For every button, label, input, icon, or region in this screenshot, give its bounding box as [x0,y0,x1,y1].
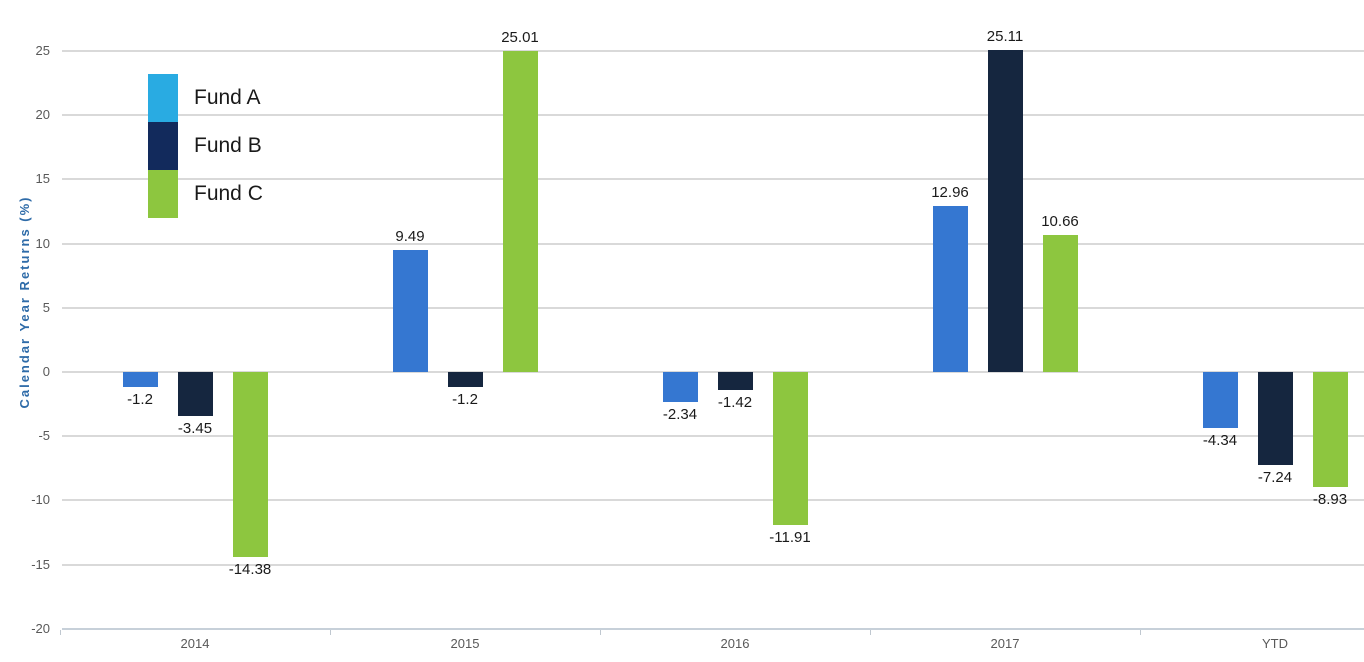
x-axis-label-2015: 2015 [450,635,480,651]
value-label-fund-c-2014: -14.38 [228,560,272,578]
bar-fund-b-2014 [177,372,213,417]
x-axis-label-2016: 2016 [720,635,750,651]
value-label-fund-b-2017: 25.11 [986,27,1024,45]
legend-label-fund-b: Fund B [194,134,262,157]
bar-fund-a-ytd [1202,372,1238,428]
bar-fund-b-2016 [717,372,753,391]
gridline [62,371,1364,373]
value-label-fund-a-2014: -1.2 [127,391,153,409]
gridline [62,306,1364,309]
legend-item-fund-c[interactable]: Fund C [148,170,263,218]
value-label-fund-b-2015: -1.2 [452,391,478,409]
value-label-fund-b-ytd: -7.24 [1257,468,1293,486]
y-tick-label: 0 [42,364,50,379]
x-axis-tick [600,629,601,635]
value-label-fund-b-2014: -3.45 [177,420,213,438]
bar-fund-b-2017 [987,49,1023,372]
bar-fund-c-2014 [232,372,268,557]
bar-fund-b-2015 [447,372,483,388]
legend-item-fund-a[interactable]: Fund A [148,74,263,122]
y-tick-label: -5 [38,428,50,444]
bar-fund-b-ytd [1257,372,1293,465]
value-label-fund-a-2015: 9.49 [395,228,425,246]
legend-label-fund-c: Fund C [194,182,263,205]
gridline [62,178,1364,181]
x-axis-label-ytd: YTD [1262,635,1288,651]
x-axis-label-2014: 2014 [180,635,210,651]
y-tick-label: -20 [31,620,50,636]
y-tick-label: 25 [35,43,50,58]
value-label-fund-c-ytd: -8.93 [1312,490,1348,508]
bar-fund-a-2015 [392,250,428,372]
x-axis-tick [1140,629,1141,635]
y-tick-label: 5 [42,299,50,315]
x-axis-line [62,627,1364,630]
bar-fund-a-2014 [122,372,158,388]
x-axis-tick [870,629,871,635]
x-axis-tick [60,629,61,635]
value-label-fund-c-2015: 25.01 [501,28,539,46]
gridline [62,499,1364,502]
x-axis-label-2017: 2017 [990,635,1020,651]
legend-swatch-fund-b [148,122,178,170]
legend: Fund A Fund B Fund C [148,74,263,218]
y-tick-label: 10 [35,235,50,251]
bar-fund-a-2017 [932,205,968,372]
gridline [62,114,1364,117]
value-label-fund-a-2016: -2.34 [662,406,698,424]
gridline [62,242,1364,245]
value-label-fund-c-2017: 10.66 [1041,213,1079,231]
legend-swatch-fund-c [148,170,178,218]
gridline [62,435,1364,438]
y-tick-label: -15 [31,556,50,572]
bar-fund-c-ytd [1312,372,1348,487]
legend-swatch-fund-a [148,74,178,122]
value-label-fund-b-2016: -1.42 [717,394,753,412]
value-label-fund-c-2016: -11.91 [769,528,811,546]
bar-fund-c-2017 [1042,235,1078,372]
bar-fund-c-2016 [772,372,808,525]
x-axis-tick [330,629,331,635]
legend-item-fund-b[interactable]: Fund B [148,122,263,170]
gridline [62,563,1364,566]
value-label-fund-a-ytd: -4.34 [1202,431,1238,449]
bar-fund-a-2016 [662,372,698,403]
legend-label-fund-a: Fund A [194,86,261,109]
y-tick-label: -10 [31,492,50,508]
y-tick-label: 15 [35,171,50,187]
bar-fund-c-2015 [502,50,538,372]
y-tick-label: 20 [35,107,50,123]
gridline [62,50,1364,52]
value-label-fund-a-2017: 12.96 [931,183,969,201]
